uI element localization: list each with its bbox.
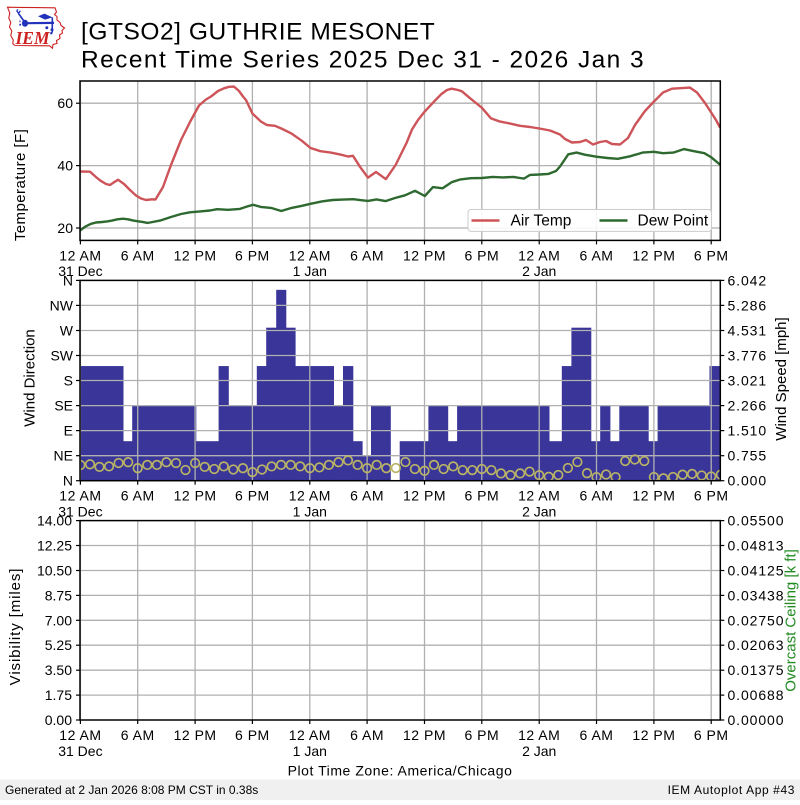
svg-text:6 AM: 6 AM <box>580 247 614 263</box>
svg-text:31 Dec: 31 Dec <box>58 743 102 759</box>
svg-text:W: W <box>60 323 74 339</box>
svg-text:12 PM: 12 PM <box>403 247 446 263</box>
svg-text:20: 20 <box>57 220 73 236</box>
svg-text:Generated at 2 Jan 2026 8:08 P: Generated at 2 Jan 2026 8:08 PM CST in 0… <box>5 783 258 797</box>
svg-text:12 AM: 12 AM <box>289 247 331 263</box>
svg-text:6 AM: 6 AM <box>121 727 155 743</box>
svg-text:SW: SW <box>50 348 73 364</box>
svg-text:Wind Direction: Wind Direction <box>22 329 39 427</box>
svg-text:3.50: 3.50 <box>45 662 72 678</box>
svg-text:12 PM: 12 PM <box>174 727 217 743</box>
svg-text:N: N <box>63 272 73 288</box>
svg-text:0.04813: 0.04813 <box>728 538 785 554</box>
svg-text:6 PM: 6 PM <box>694 247 729 263</box>
svg-text:12 AM: 12 AM <box>289 488 331 504</box>
svg-text:Air Temp: Air Temp <box>511 213 572 230</box>
svg-text:1.75: 1.75 <box>45 687 72 703</box>
svg-text:12 AM: 12 AM <box>59 488 101 504</box>
svg-text:6 AM: 6 AM <box>580 488 614 504</box>
svg-text:0.02063: 0.02063 <box>728 637 785 653</box>
svg-text:N: N <box>63 473 73 489</box>
svg-text:60: 60 <box>57 95 73 111</box>
svg-text:4.531: 4.531 <box>728 323 768 339</box>
svg-text:2 Jan: 2 Jan <box>522 504 556 520</box>
svg-text:Visibility [miles]: Visibility [miles] <box>7 568 24 686</box>
svg-text:6 PM: 6 PM <box>464 247 499 263</box>
svg-text:5.25: 5.25 <box>45 637 72 653</box>
svg-text:6 PM: 6 PM <box>235 247 270 263</box>
svg-text:IEM: IEM <box>15 28 51 48</box>
svg-text:6 AM: 6 AM <box>121 488 155 504</box>
svg-text:6 PM: 6 PM <box>464 727 499 743</box>
svg-text:6 PM: 6 PM <box>235 488 270 504</box>
svg-text:12 AM: 12 AM <box>59 727 101 743</box>
svg-text:12 PM: 12 PM <box>632 727 675 743</box>
svg-text:12 PM: 12 PM <box>632 247 675 263</box>
svg-text:Temperature [F]: Temperature [F] <box>12 129 29 241</box>
svg-text:6 AM: 6 AM <box>350 247 384 263</box>
svg-text:0.000: 0.000 <box>728 473 768 489</box>
svg-text:3.021: 3.021 <box>728 373 768 389</box>
svg-text:NW: NW <box>50 297 74 313</box>
svg-text:Dew Point: Dew Point <box>638 213 709 230</box>
svg-text:Wind Speed [mph]: Wind Speed [mph] <box>773 317 790 440</box>
svg-text:1 Jan: 1 Jan <box>293 263 327 279</box>
svg-text:5.286: 5.286 <box>728 297 768 313</box>
svg-text:6 AM: 6 AM <box>350 488 384 504</box>
svg-text:Plot Time Zone: America/Chicag: Plot Time Zone: America/Chicago <box>288 763 513 779</box>
svg-text:6 PM: 6 PM <box>235 727 270 743</box>
svg-text:[GTSO2] GUTHRIE MESONET: [GTSO2] GUTHRIE MESONET <box>81 19 435 46</box>
svg-text:Overcast Ceiling [k ft]: Overcast Ceiling [k ft] <box>783 549 800 692</box>
svg-text:7.00: 7.00 <box>45 612 72 628</box>
svg-text:2 Jan: 2 Jan <box>522 263 556 279</box>
svg-text:0.02750: 0.02750 <box>728 612 785 628</box>
svg-text:0.00: 0.00 <box>45 712 72 728</box>
svg-text:6.042: 6.042 <box>728 272 768 288</box>
svg-text:1.510: 1.510 <box>728 423 768 439</box>
svg-text:6 AM: 6 AM <box>580 727 614 743</box>
svg-text:3.776: 3.776 <box>728 348 768 364</box>
svg-text:0.03438: 0.03438 <box>728 587 785 603</box>
svg-text:8.75: 8.75 <box>45 587 72 603</box>
svg-text:6 PM: 6 PM <box>694 488 729 504</box>
svg-text:0.05500: 0.05500 <box>728 513 785 529</box>
svg-text:12 PM: 12 PM <box>403 727 446 743</box>
svg-text:2 Jan: 2 Jan <box>522 743 556 759</box>
svg-text:12 AM: 12 AM <box>518 727 560 743</box>
svg-text:0.755: 0.755 <box>728 448 768 464</box>
svg-text:12 PM: 12 PM <box>174 247 217 263</box>
svg-text:SE: SE <box>54 398 73 414</box>
svg-text:0.04125: 0.04125 <box>728 563 785 579</box>
svg-text:IEM Autoplot App #43: IEM Autoplot App #43 <box>668 783 795 797</box>
svg-text:12 AM: 12 AM <box>518 247 560 263</box>
svg-text:12 AM: 12 AM <box>518 488 560 504</box>
svg-text:0.01375: 0.01375 <box>728 662 785 678</box>
svg-text:0.00688: 0.00688 <box>728 687 785 703</box>
svg-text:S: S <box>64 373 73 389</box>
svg-text:12 PM: 12 PM <box>403 488 446 504</box>
svg-text:12.25: 12.25 <box>37 538 72 554</box>
svg-text:12 PM: 12 PM <box>632 488 675 504</box>
svg-text:6 PM: 6 PM <box>694 727 729 743</box>
svg-text:10.50: 10.50 <box>37 563 72 579</box>
svg-text:6 PM: 6 PM <box>464 488 499 504</box>
svg-text:E: E <box>64 423 73 439</box>
svg-text:NE: NE <box>54 448 73 464</box>
svg-text:1 Jan: 1 Jan <box>293 504 327 520</box>
svg-text:6 AM: 6 AM <box>121 247 155 263</box>
svg-text:12 PM: 12 PM <box>174 488 217 504</box>
svg-text:1 Jan: 1 Jan <box>293 743 327 759</box>
svg-text:0.00000: 0.00000 <box>728 712 785 728</box>
svg-text:14.00: 14.00 <box>37 513 72 529</box>
svg-text:6 AM: 6 AM <box>350 727 384 743</box>
svg-text:12 AM: 12 AM <box>289 727 331 743</box>
svg-text:12 AM: 12 AM <box>59 247 101 263</box>
svg-text:Recent Time Series 2025 Dec 31: Recent Time Series 2025 Dec 31 - 2026 Ja… <box>81 46 645 73</box>
svg-text:40: 40 <box>57 158 73 174</box>
svg-text:2.266: 2.266 <box>728 398 768 414</box>
